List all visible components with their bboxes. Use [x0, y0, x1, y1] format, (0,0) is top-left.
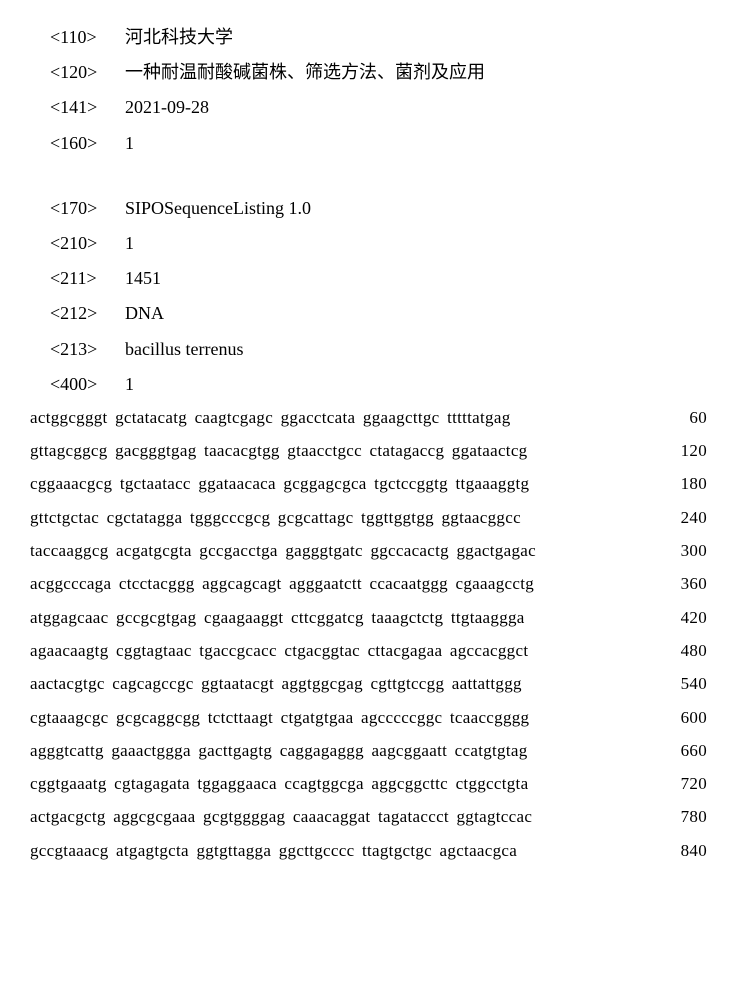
header-tag: <400> [50, 367, 125, 401]
header-value: 1 [125, 126, 717, 160]
sequence-line: actggcgggt gctatacatg caagtcgagc ggacctc… [30, 402, 717, 434]
sequence-position: 300 [652, 535, 717, 567]
sequence-line: gttctgctac cgctatagga tgggcccgcg gcgcatt… [30, 502, 717, 534]
header-value: 1 [125, 367, 717, 401]
sequence-line: aactacgtgc cagcagccgc ggtaatacgt aggtggc… [30, 668, 717, 700]
sequence-position: 600 [652, 702, 717, 734]
sequence-line: actgacgctg aggcgcgaaa gcgtggggag caaacag… [30, 801, 717, 833]
sequence-bases: cggaaacgcg tgctaatacc ggataacaca gcggagc… [30, 468, 652, 500]
header-value: 1 [125, 226, 717, 260]
sequence-bases: cggtgaaatg cgtagagata tggaggaaca ccagtgg… [30, 768, 652, 800]
sequence-bases: acggcccaga ctcctacggg aggcagcagt agggaat… [30, 568, 652, 600]
sequence-position: 840 [652, 835, 717, 867]
sequence-bases: taccaaggcg acgatgcgta gccgacctga gagggtg… [30, 535, 652, 567]
sequence-line: cggaaacgcg tgctaatacc ggataacaca gcggagc… [30, 468, 717, 500]
sequence-position: 180 [652, 468, 717, 500]
sequence-bases: gttctgctac cgctatagga tgggcccgcg gcgcatt… [30, 502, 652, 534]
header-row: <213>bacillus terrenus [30, 332, 717, 366]
sequence-position: 660 [652, 735, 717, 767]
header-tag: <211> [50, 261, 125, 295]
header-tag: <110> [50, 20, 125, 54]
header-value: 1451 [125, 261, 717, 295]
sequence-position: 720 [652, 768, 717, 800]
header-tag: <170> [50, 191, 125, 225]
header-value: SIPOSequenceListing 1.0 [125, 191, 717, 225]
sequence-bases: cgtaaagcgc gcgcaggcgg tctcttaagt ctgatgt… [30, 702, 652, 734]
sequence-position: 780 [652, 801, 717, 833]
sequence-position: 240 [652, 502, 717, 534]
header-row: <211>1451 [30, 261, 717, 295]
header-tag: <160> [50, 126, 125, 160]
sequence-position: 60 [652, 402, 717, 434]
header-row: <212>DNA [30, 296, 717, 330]
header-row: <400>1 [30, 367, 717, 401]
sequence-position: 480 [652, 635, 717, 667]
sequence-bases: gccgtaaacg atgagtgcta ggtgttagga ggcttgc… [30, 835, 652, 867]
header-row: <210>1 [30, 226, 717, 260]
sequence-bases: agaacaagtg cggtagtaac tgaccgcacc ctgacgg… [30, 635, 652, 667]
sequence-bases: actgacgctg aggcgcgaaa gcgtggggag caaacag… [30, 801, 652, 833]
header-value: bacillus terrenus [125, 332, 717, 366]
header-row: <110>河北科技大学 [30, 20, 717, 54]
header-tag: <212> [50, 296, 125, 330]
sequence-line: agggtcattg gaaactggga gacttgagtg caggaga… [30, 735, 717, 767]
header-value: 一种耐温耐酸碱菌株、筛选方法、菌剂及应用 [125, 55, 717, 89]
sequence-bases: aactacgtgc cagcagccgc ggtaatacgt aggtggc… [30, 668, 652, 700]
sequence-position: 120 [652, 435, 717, 467]
header-tag: <120> [50, 55, 125, 89]
header-tag: <213> [50, 332, 125, 366]
sequence-position: 360 [652, 568, 717, 600]
sequence-bases: gttagcggcg gacgggtgag taacacgtgg gtaacct… [30, 435, 652, 467]
header-row: <170>SIPOSequenceListing 1.0 [30, 191, 717, 225]
sequence-line: gttagcggcg gacgggtgag taacacgtgg gtaacct… [30, 435, 717, 467]
header-row: <141>2021-09-28 [30, 90, 717, 124]
sequence-line: atggagcaac gccgcgtgag cgaagaaggt cttcgga… [30, 602, 717, 634]
sequence-position: 420 [652, 602, 717, 634]
sequence-bases: atggagcaac gccgcgtgag cgaagaaggt cttcgga… [30, 602, 652, 634]
header-value: 2021-09-28 [125, 90, 717, 124]
header-row: <120>一种耐温耐酸碱菌株、筛选方法、菌剂及应用 [30, 55, 717, 89]
header-row: <160>1 [30, 126, 717, 160]
sequence-position: 540 [652, 668, 717, 700]
sequence-line: acggcccaga ctcctacggg aggcagcagt agggaat… [30, 568, 717, 600]
header-value: DNA [125, 296, 717, 330]
header-tag: <210> [50, 226, 125, 260]
sequence-bases: actggcgggt gctatacatg caagtcgagc ggacctc… [30, 402, 652, 434]
header-value: 河北科技大学 [125, 20, 717, 54]
header-tag: <141> [50, 90, 125, 124]
sequence-line: agaacaagtg cggtagtaac tgaccgcacc ctgacgg… [30, 635, 717, 667]
sequence-bases: agggtcattg gaaactggga gacttgagtg caggaga… [30, 735, 652, 767]
sequence-line: taccaaggcg acgatgcgta gccgacctga gagggtg… [30, 535, 717, 567]
sequence-line: cgtaaagcgc gcgcaggcgg tctcttaagt ctgatgt… [30, 702, 717, 734]
sequence-line: gccgtaaacg atgagtgcta ggtgttagga ggcttgc… [30, 835, 717, 867]
sequence-line: cggtgaaatg cgtagagata tggaggaaca ccagtgg… [30, 768, 717, 800]
